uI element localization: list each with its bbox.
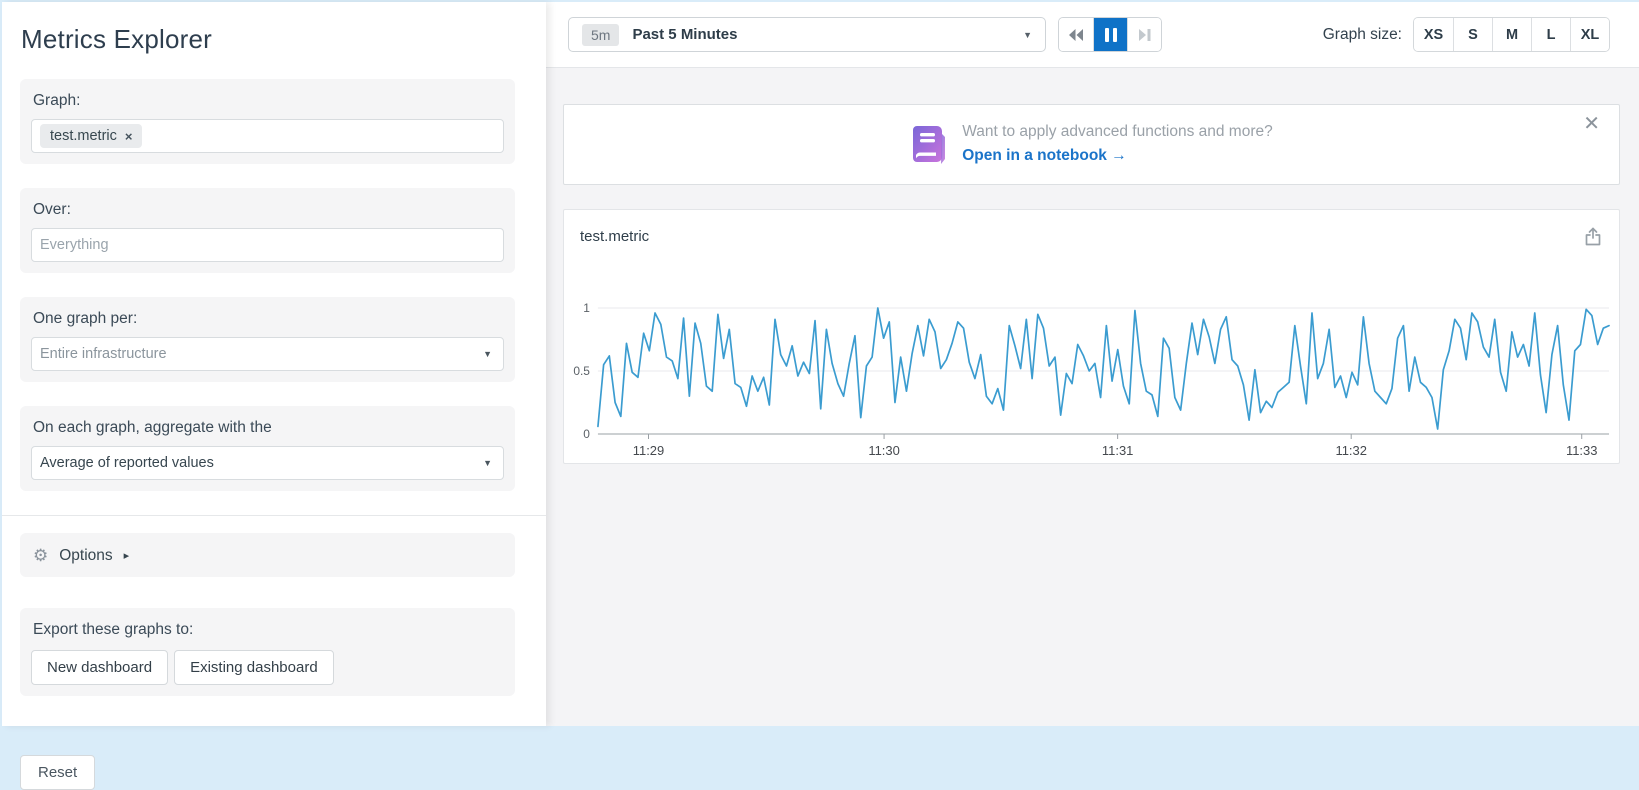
svg-text:11:32: 11:32: [1335, 443, 1366, 458]
time-range-badge: 5m: [582, 23, 620, 46]
banner-close-icon[interactable]: ✕: [1583, 113, 1600, 135]
notebook-banner: Want to apply advanced functions and mor…: [563, 104, 1620, 185]
svg-text:11:31: 11:31: [1102, 443, 1133, 458]
aggregate-label: On each graph, aggregate with the: [33, 419, 272, 436]
options-label: Options: [59, 546, 113, 564]
time-range-select[interactable]: 5m Past 5 Minutes ▼: [568, 17, 1046, 52]
chevron-down-icon: ▼: [483, 349, 492, 359]
metric-tag[interactable]: test.metric ×: [40, 124, 143, 148]
aggregate-section: On each graph, aggregate with the Averag…: [20, 406, 515, 491]
graph-size-xl-button[interactable]: XL: [1570, 18, 1609, 51]
over-section: Over:: [20, 188, 515, 273]
share-icon: [1585, 227, 1601, 246]
timeseries-chart[interactable]: 0 0.5 1 11:29 11:30 11:31 11:32 11:33: [564, 254, 1619, 463]
export-section: Export these graphs to: New dashboard Ex…: [20, 608, 515, 696]
page-title: Metrics Explorer: [21, 24, 213, 54]
svg-text:11:29: 11:29: [633, 443, 664, 458]
one-graph-per-section: One graph per: Entire infrastructure ▼: [20, 297, 515, 382]
svg-text:11:33: 11:33: [1566, 443, 1597, 458]
graph-size-s-button[interactable]: S: [1453, 18, 1492, 51]
time-range-label: Past 5 Minutes: [632, 26, 738, 43]
graph-size-l-button[interactable]: L: [1531, 18, 1570, 51]
aggregate-value: Average of reported values: [40, 455, 214, 471]
playback-controls: [1058, 17, 1162, 52]
metrics-explorer-sidebar: Metrics Explorer Graph: test.metric × Ov…: [2, 2, 546, 790]
metric-tag-remove-icon[interactable]: ×: [124, 128, 133, 144]
existing-dashboard-button[interactable]: Existing dashboard: [174, 650, 334, 685]
aggregate-select[interactable]: Average of reported values ▼: [31, 446, 504, 480]
options-section: ⚙ Options ▸: [20, 533, 515, 577]
chevron-down-icon: ▼: [483, 458, 492, 468]
chevron-down-icon: ▼: [1023, 29, 1032, 40]
graph-size-label: Graph size:: [1322, 25, 1402, 43]
graph-metric-input[interactable]: test.metric ×: [31, 119, 504, 153]
notebook-book-icon: [913, 125, 946, 164]
over-input-box: [31, 228, 504, 262]
over-label: Over:: [33, 201, 71, 218]
options-toggle[interactable]: ⚙ Options ▸: [31, 545, 504, 566]
banner-message: Want to apply advanced functions and mor…: [962, 123, 1273, 141]
forward-button[interactable]: [1127, 18, 1161, 51]
export-graph-button[interactable]: [1582, 225, 1604, 248]
svg-text:1: 1: [583, 301, 590, 315]
new-dashboard-button[interactable]: New dashboard: [31, 650, 169, 685]
over-input[interactable]: [40, 237, 495, 253]
rewind-icon: [1069, 28, 1083, 41]
metric-chart-card: test.metric 0 0.5 1 11:29 11:30 11:31 11:32 11:…: [563, 209, 1620, 464]
graph-size-group: XS S M L XL: [1413, 17, 1610, 52]
graph-size-m-button[interactable]: M: [1492, 18, 1531, 51]
graph-label: Graph:: [33, 92, 81, 109]
chart-title: test.metric: [580, 228, 650, 245]
one-graph-per-select[interactable]: Entire infrastructure ▼: [31, 337, 504, 371]
one-graph-per-label: One graph per:: [33, 310, 138, 327]
sidebar-divider: [2, 515, 546, 516]
fast-forward-icon: [1138, 28, 1150, 41]
one-graph-per-value: Entire infrastructure: [40, 346, 167, 362]
gear-icon: ⚙: [33, 546, 49, 565]
main-area: 5m Past 5 Minutes ▼: [546, 2, 1639, 726]
pause-icon: [1104, 27, 1117, 42]
rewind-button[interactable]: [1059, 18, 1093, 51]
pause-button[interactable]: [1093, 18, 1127, 51]
export-label: Export these graphs to:: [33, 621, 194, 638]
reset-button[interactable]: Reset: [20, 755, 96, 790]
svg-text:11:30: 11:30: [868, 443, 899, 458]
svg-text:0.5: 0.5: [573, 364, 590, 378]
content-area: Want to apply advanced functions and mor…: [546, 68, 1639, 726]
topbar: 5m Past 5 Minutes ▼: [546, 2, 1639, 68]
caret-right-icon: ▸: [123, 550, 130, 562]
svg-text:0: 0: [583, 427, 590, 441]
graph-section: Graph: test.metric ×: [20, 79, 515, 164]
graph-size-xs-button[interactable]: XS: [1414, 18, 1453, 51]
open-notebook-link[interactable]: Open in a notebook →: [962, 147, 1127, 165]
metric-tag-label: test.metric: [50, 128, 117, 144]
